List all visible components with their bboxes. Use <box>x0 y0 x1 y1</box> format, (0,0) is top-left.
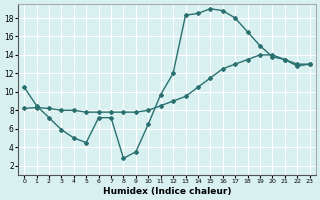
X-axis label: Humidex (Indice chaleur): Humidex (Indice chaleur) <box>103 187 231 196</box>
